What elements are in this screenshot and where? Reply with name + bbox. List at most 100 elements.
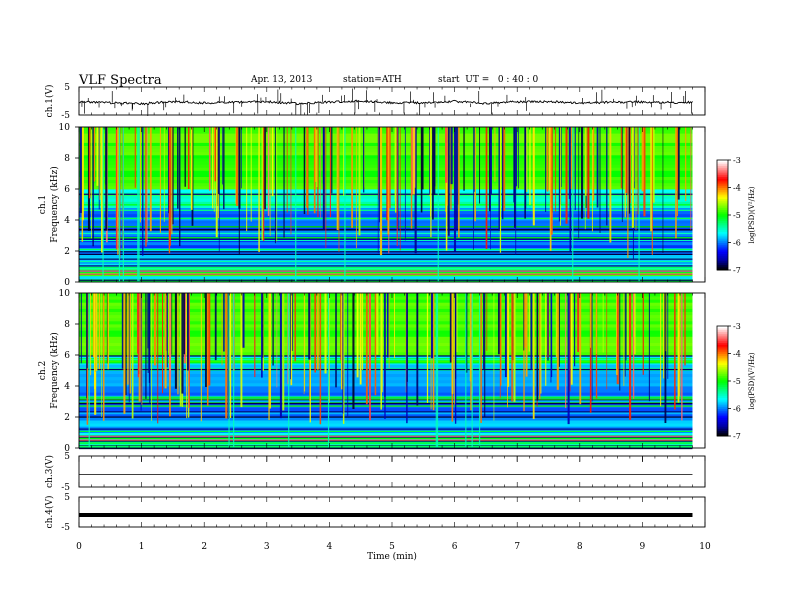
ch3spec-colorbar-step (717, 333, 728, 336)
ch3spec-freq-line (79, 399, 693, 401)
ch2spec-freq-row (79, 176, 693, 181)
ch2spec-streak (149, 127, 152, 232)
ch3-ytick-label: 5 (64, 452, 70, 462)
ch3spec-colorbar-step (717, 351, 728, 354)
ch2spec-streak (676, 127, 678, 191)
ch2spec-freq-row (79, 204, 693, 208)
ch2spec-streak (168, 127, 170, 214)
ch2spec-colorbar-step (717, 171, 728, 174)
ch3spec-streak (125, 293, 127, 396)
ch3spec-streak (664, 293, 667, 424)
ch3spec-streak (365, 293, 368, 405)
ch3spec-streak (681, 293, 683, 421)
ch3spec-colorbar-step (717, 357, 728, 360)
ch2spec-streak (411, 127, 414, 195)
ch2spec-streak (641, 127, 644, 192)
ch3spec-streak (388, 293, 390, 369)
ch3spec-streak (574, 293, 576, 367)
ch2spec-colorbar-step (717, 209, 728, 212)
ch2spec-streak (389, 127, 391, 209)
ch3spec-streak (151, 293, 153, 421)
ch2spec-streak (351, 127, 353, 228)
ch2spec-freq-row (79, 127, 693, 131)
ch3spec-colorbar-step (717, 421, 728, 424)
ch2spec-colorbar-label: log(PSD)(V²/Hz) (748, 186, 756, 243)
ch3spec-streak (493, 293, 495, 421)
ch3spec-freq-row (79, 376, 693, 381)
ch2spec-streak (677, 127, 680, 200)
ch2spec-freq-row (79, 266, 693, 270)
ch3spec-colorbar-step (717, 390, 728, 393)
ch3spec-streak (486, 293, 488, 351)
ch3spec-freq-row (79, 407, 693, 412)
ch2spec-colorbar-step (717, 253, 728, 256)
ch3spec-streak (214, 293, 217, 361)
ch2spec-streak (295, 127, 297, 282)
ch3spec-spectrogram (79, 293, 693, 450)
ch3-ytick-label: -5 (61, 483, 70, 493)
ch2spec-freq-row (79, 229, 693, 233)
ch2spec-colorbar-step (717, 178, 728, 181)
ch3spec-streak (497, 293, 500, 355)
ch3spec-freq-line (79, 446, 693, 448)
ch2spec-streak (524, 127, 526, 219)
ch2spec-streak (250, 127, 252, 222)
ch3spec-streak (617, 293, 618, 369)
ch3spec-streak (268, 293, 270, 421)
ch2spec-freq-row (79, 151, 693, 156)
ch3spec-streak (128, 293, 130, 403)
ch3spec-freq-line (79, 402, 693, 404)
ch3spec-streak (153, 293, 157, 366)
ch3spec-colorbar (716, 325, 731, 437)
ch3spec-freq-row (79, 314, 693, 319)
ch2spec-colorbar-step (717, 218, 728, 221)
ch3spec-streak (319, 293, 322, 425)
ch3spec-colorbar-step (717, 415, 728, 419)
ch3spec-streak (340, 293, 343, 390)
ch3spec-streak (547, 293, 549, 361)
ch3spec-colorbar-step (717, 364, 728, 367)
ch3spec-colorbar-step (717, 348, 728, 351)
ch3spec-streak (567, 293, 570, 425)
ch3spec-streak (454, 293, 456, 405)
ch2spec-streak (662, 127, 664, 254)
ch3spec-freq-line (79, 368, 693, 371)
ch2spec-freq-row (79, 154, 693, 159)
ch2spec-streak (628, 127, 631, 214)
ch2spec-streak (515, 127, 517, 255)
ch3spec-freq-row (79, 333, 693, 337)
ch2spec-streak (445, 127, 448, 183)
ch3spec-freq-row (79, 320, 693, 325)
ch3spec-freq-row (79, 302, 693, 306)
ch2spec-freq-row (79, 220, 693, 224)
ch2spec-streak (331, 127, 333, 194)
ch3spec-streak (632, 293, 635, 399)
ch2spec-ytick-label: 4 (64, 216, 70, 226)
ch3spec-streak (524, 293, 527, 348)
ch2spec-streak (450, 127, 453, 185)
ch3spec-streak (342, 293, 344, 414)
ch3spec-streak (188, 293, 190, 408)
ch3spec-streak (225, 293, 227, 393)
ch2spec-colorbar-step (717, 174, 728, 177)
ch3spec-colorbar-step (717, 434, 728, 437)
ch3spec-freq-row (79, 389, 693, 393)
ch2spec-streak (276, 127, 278, 242)
ch3spec-hum-line (79, 435, 693, 438)
ch3spec-streak (356, 293, 359, 378)
ch3spec-streak (660, 293, 662, 407)
ch2spec-freq-row (79, 145, 693, 150)
ch2spec-ytick-label: 2 (64, 247, 70, 257)
labels-layer: 5-5ch.1(V)5-5ch.3(V)5-5ch.4(V)0246810ch.… (38, 83, 756, 562)
ch3spec-streak (206, 293, 209, 406)
ch3spec-colorbar-step (717, 331, 728, 334)
ch3-panel (78, 456, 693, 476)
ch2spec-colorbar-step (717, 227, 728, 231)
ch3spec-streak (288, 293, 290, 448)
ch2spec-colorbar-step (717, 222, 728, 225)
ch2spec-colorbar-step (717, 204, 728, 207)
ch3-frame (78, 455, 706, 488)
ch3spec-freq-row (79, 339, 693, 343)
ch2spec-streak (88, 127, 91, 199)
ch2spec-freq-row (79, 210, 693, 215)
